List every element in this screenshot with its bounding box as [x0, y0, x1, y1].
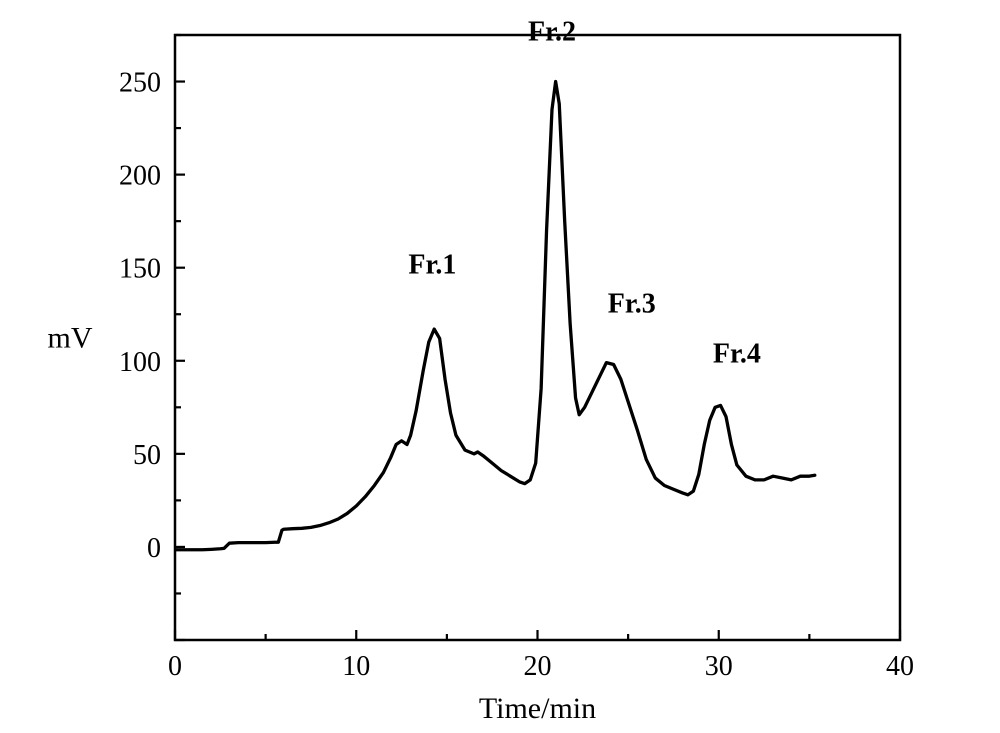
- peak-label-fr2: Fr.2: [528, 17, 576, 48]
- x-tick-label: 40: [886, 651, 914, 682]
- y-axis-label: mV: [48, 322, 93, 355]
- x-axis-label: Time/min: [479, 692, 596, 725]
- plot-frame: [175, 35, 900, 640]
- peak-label-fr1: Fr.1: [408, 249, 456, 280]
- x-tick-label: 30: [705, 651, 733, 682]
- peak-label-fr3: Fr.3: [608, 288, 656, 319]
- y-tick-label: 150: [119, 254, 161, 285]
- y-tick-label: 250: [119, 68, 161, 99]
- y-tick-label: 200: [119, 161, 161, 192]
- chromatogram-trace: [175, 82, 815, 550]
- chart-container: 0 10 20 30 40 Time/min 0 50 100 150 200 250 mV Fr.1 Fr…: [0, 0, 1000, 733]
- y-tick-label: 0: [147, 533, 161, 564]
- y-tick-label: 100: [119, 347, 161, 378]
- peak-label-fr4: Fr.4: [713, 339, 761, 370]
- x-tick-label: 10: [342, 651, 370, 682]
- x-tick-label: 20: [524, 651, 552, 682]
- x-tick-label: 0: [168, 651, 182, 682]
- chart-svg: 0 10 20 30 40 Time/min 0 50 100 150 200 250 mV Fr.1 Fr…: [0, 0, 1000, 733]
- y-tick-label: 50: [133, 440, 161, 471]
